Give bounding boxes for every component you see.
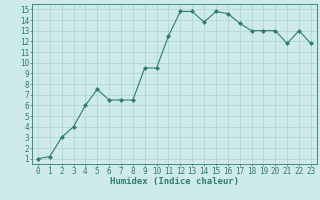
X-axis label: Humidex (Indice chaleur): Humidex (Indice chaleur) (110, 177, 239, 186)
